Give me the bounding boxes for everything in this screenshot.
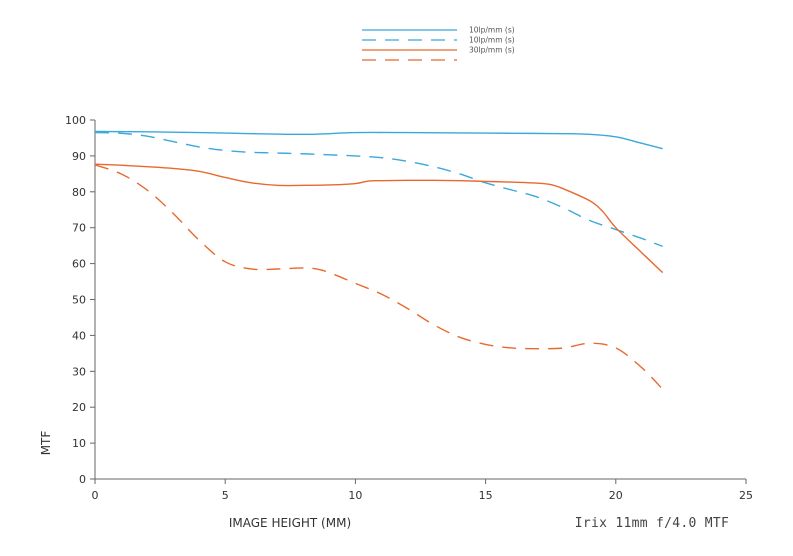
- series-line-1: [94, 130, 663, 150]
- series-line-2: [94, 131, 663, 248]
- x-tick-label: 15: [479, 489, 493, 502]
- y-tick-label: 70: [72, 222, 86, 235]
- y-tick-label: 60: [72, 258, 86, 271]
- y-tick-label: 0: [79, 473, 86, 486]
- axes: [94, 120, 746, 480]
- y-tick-label: 30: [72, 365, 86, 378]
- series-line-4: [94, 164, 664, 390]
- x-tick-label: 10: [348, 489, 362, 502]
- chart-title: Irix 11mm f/4.0 MTF: [575, 516, 729, 531]
- legend-label-2: 10lp/mm (s): [469, 36, 515, 45]
- y-tick-label: 20: [72, 401, 86, 414]
- y-tick-label: 100: [65, 114, 86, 127]
- legend: 10lp/mm (s)10lp/mm (s)30lp/mm (s): [362, 26, 515, 61]
- series-lines: [94, 130, 664, 390]
- y-ticks: 0 10 20 30 40 50 60 70 80 90 100: [65, 114, 95, 486]
- y-tick-label: 40: [72, 329, 86, 342]
- series-line-3: [94, 163, 664, 274]
- legend-label-3: 30lp/mm (s): [469, 46, 515, 55]
- legend-label-1: 10lp/mm (s): [469, 26, 515, 35]
- x-tick-label: 0: [92, 489, 99, 502]
- y-tick-label: 10: [72, 437, 86, 450]
- y-tick-label: 90: [72, 150, 86, 163]
- x-tick-label: 20: [609, 489, 623, 502]
- x-axis-label: IMAGE HEIGHT (MM): [229, 516, 351, 530]
- x-tick-label: 25: [739, 489, 753, 502]
- y-tick-label: 50: [72, 294, 86, 307]
- x-tick-label: 5: [222, 489, 229, 502]
- y-axis-label: MTF: [39, 431, 53, 456]
- x-ticks: 0 5 10 15 20 25: [92, 479, 753, 502]
- y-tick-label: 80: [72, 186, 86, 199]
